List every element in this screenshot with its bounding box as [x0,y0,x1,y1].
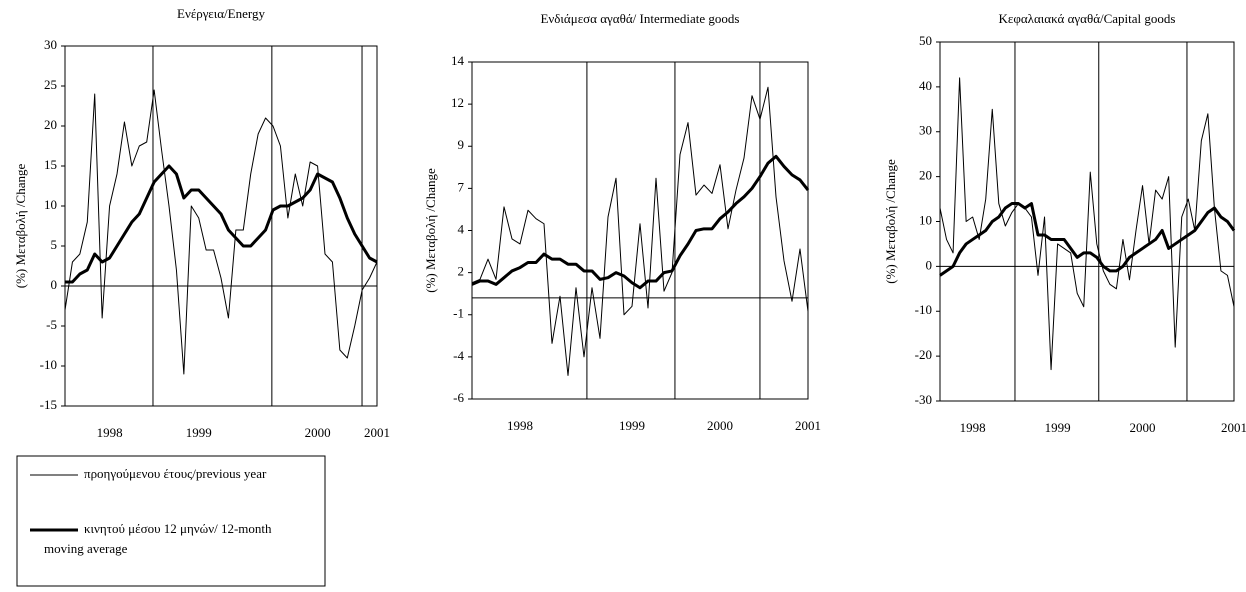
y-tick-label: -30 [915,392,932,407]
series-line [471,154,810,290]
y-tick-label: 40 [919,78,932,93]
y-tick-label: 0 [926,257,933,272]
y-tick-label: 50 [919,33,932,48]
y-tick-label: 20 [919,168,932,183]
y-tick-label: 2 [458,264,465,279]
y-tick-label: 20 [44,117,57,132]
x-tick-label: 1998 [97,425,123,440]
y-tick-label: 10 [44,197,57,212]
y-tick-label: -10 [915,302,932,317]
series-line [939,202,1236,277]
plot-frame [939,41,1235,402]
y-tick-label: -20 [915,347,932,362]
y-tick-label: 9 [458,137,465,152]
x-tick-label: 1999 [1045,420,1071,435]
legend-box [16,455,326,587]
y-tick-label: 5 [51,237,58,252]
x-tick-label: 2000 [305,425,331,440]
y-tick-label: 7 [458,179,465,194]
x-tick-label: 2001 [1221,420,1246,435]
y-axis-label: (%) Μεταβολή /Change [423,168,438,293]
x-tick-label: 1999 [619,418,645,433]
y-tick-label: -10 [40,357,57,372]
y-tick-label: -4 [453,348,464,363]
legend-label: κινητού μέσου 12 μηνών/ 12-month moving … [44,521,275,556]
x-tick-label: 1999 [186,425,212,440]
x-tick-label: 2001 [364,425,390,440]
y-tick-label: 12 [451,95,464,110]
series-line [471,86,809,376]
x-tick-label: 2000 [707,418,733,433]
series-line [65,164,378,284]
y-tick-label: -6 [453,390,464,405]
y-tick-label: 15 [44,157,57,172]
x-tick-label: 1998 [960,420,986,435]
series-line [64,89,378,375]
plot-frame [64,45,378,407]
chart-title: Ενδιάμεσα αγαθά/ Intermediate goods [540,11,739,26]
y-tick-label: -1 [453,306,464,321]
y-tick-label: 14 [451,53,465,68]
x-tick-label: 2001 [795,418,821,433]
chart-title: Κεφαλαιακά αγαθά/Capital goods [999,11,1176,26]
x-tick-label: 1998 [507,418,533,433]
y-tick-label: 25 [44,77,57,92]
series-line [939,77,1235,371]
y-axis-label: (%) Μεταβολή /Change [883,159,898,284]
y-tick-label: 0 [51,277,58,292]
y-tick-label: 30 [919,123,932,138]
chart-title: Ενέργεια/Energy [177,6,265,21]
x-tick-label: 2000 [1130,420,1156,435]
y-tick-label: -5 [46,317,57,332]
legend-label: προηγούμενου έτους/previous year [84,466,267,481]
y-tick-label: 30 [44,37,57,52]
y-axis-label: (%) Μεταβολή /Change [13,164,28,289]
y-tick-label: -15 [40,397,57,412]
y-tick-label: 10 [919,212,932,227]
y-tick-label: 4 [458,221,465,236]
